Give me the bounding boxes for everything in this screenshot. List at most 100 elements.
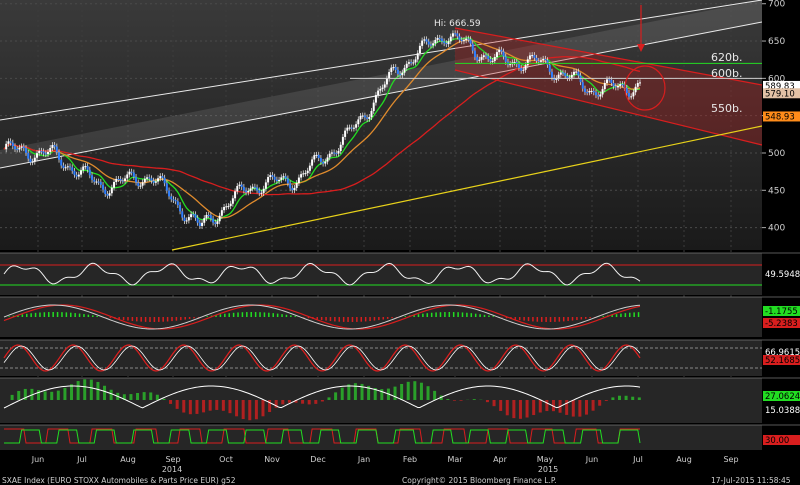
ind-tag-1-0: -1.1755 (765, 307, 798, 317)
dmi-area-153 (340, 387, 344, 400)
macd-bar-124 (276, 313, 279, 317)
candle-body-68 (152, 180, 155, 183)
macd-bar-40 (92, 315, 94, 317)
ind-tag-bg-2-1 (763, 355, 800, 365)
ind-tag-0-0: 49.5948 (765, 270, 800, 280)
dmi-area-282 (624, 395, 628, 400)
macd-bar-200 (444, 312, 446, 317)
candle-body-84 (187, 217, 190, 221)
candle-body-217 (480, 57, 483, 60)
candle-body-191 (423, 39, 426, 41)
dmi-area-162 (360, 383, 364, 400)
macd-bar-266 (589, 317, 591, 319)
candle-body-69 (154, 181, 157, 183)
macd-bar-132 (294, 316, 296, 317)
macd-bar-32 (74, 313, 76, 317)
candle-body-224 (495, 52, 498, 58)
dmi-area-168 (373, 387, 377, 400)
macd-bar-34 (78, 313, 81, 317)
candle-body-166 (368, 116, 371, 119)
macd-bar-130 (290, 315, 292, 317)
x-axis-bg (0, 450, 762, 474)
dmi-area-150 (334, 392, 338, 400)
macd-bar-38 (87, 314, 90, 317)
candle-body-238 (526, 59, 529, 66)
candle-body-134 (297, 177, 300, 184)
candle-body-156 (346, 127, 349, 131)
macd-bar-26 (61, 312, 63, 317)
x-label-5: Nov (264, 455, 280, 464)
dmi-area-255 (565, 400, 569, 415)
macd-bar-22 (52, 312, 54, 317)
dmi-area-225 (499, 400, 503, 411)
macd-bar-244 (540, 317, 543, 322)
macd-bar-174 (386, 317, 389, 319)
candle-body-209 (462, 40, 465, 42)
candle-body-74 (165, 183, 168, 191)
dmi-area-234 (518, 400, 522, 419)
dmi-area-192 (426, 386, 430, 400)
ind-tag-bg-4-0 (763, 435, 800, 445)
candle-body-172 (381, 87, 384, 89)
macd-bar-210 (466, 312, 468, 317)
macd-bar-82 (184, 317, 186, 320)
macd-bar-116 (259, 312, 261, 317)
candle-body-16 (38, 150, 41, 154)
macd-bar-192 (426, 313, 429, 317)
dmi-area-249 (551, 400, 555, 412)
candle-body-171 (379, 88, 382, 91)
macd-bar-212 (470, 313, 473, 317)
macd-bar-88 (197, 317, 200, 318)
candle-body-162 (359, 115, 362, 120)
macd-bar-30 (70, 312, 72, 317)
macd-bar-42 (96, 315, 98, 317)
x-label-0: Jun (31, 455, 45, 464)
macd-bar-98 (219, 314, 222, 317)
dmi-area-129 (287, 400, 291, 403)
dmi-area-36 (83, 379, 87, 400)
macd-bar-158 (351, 317, 354, 322)
macd-bar-162 (360, 317, 363, 322)
candle-body-152 (337, 150, 340, 154)
macd-bar-260 (576, 317, 578, 321)
candle-body-136 (302, 173, 305, 175)
candle-body-108 (240, 184, 243, 187)
candle-body-235 (520, 68, 523, 71)
dmi-area-21 (50, 391, 54, 400)
candle-body-284 (627, 92, 630, 97)
candle-body-128 (284, 176, 287, 179)
candle-body-52 (117, 178, 120, 180)
candle-body-164 (363, 115, 366, 118)
candle-body-227 (502, 51, 505, 57)
dmi-area-3 (10, 394, 14, 400)
candle-body-216 (478, 59, 481, 61)
macd-bar-106 (237, 312, 239, 317)
down-channel-bottom (454, 69, 763, 146)
x-label-2: Aug (120, 455, 136, 464)
candle-body-176 (390, 67, 393, 73)
candle-body-196 (434, 39, 437, 44)
candle-body-178 (394, 67, 397, 70)
macd-bar-100 (224, 313, 226, 317)
x-label-10: Apr (493, 455, 508, 464)
price-tag-bg-1 (763, 88, 800, 99)
dmi-area-108 (241, 400, 245, 420)
y-tick-label-4: 600 (768, 74, 785, 84)
candle-body-131 (291, 188, 294, 191)
candle-body-283 (625, 87, 628, 93)
dmi-area-279 (617, 395, 621, 400)
candle-body-36 (82, 166, 85, 171)
channel-line-bottom (0, 21, 763, 169)
candle-body-274 (605, 79, 608, 84)
macd-bar-96 (215, 314, 217, 317)
levels (350, 5, 762, 111)
footer-timestamp: 17-Jul-2015 11:58:45 (711, 476, 791, 485)
dmi-area-213 (472, 399, 476, 400)
macd-bar-20 (48, 312, 50, 317)
dmi-area-84 (188, 400, 192, 415)
macd-bar-202 (448, 312, 451, 317)
candle-body-239 (528, 55, 531, 60)
dmi-area-231 (512, 400, 516, 419)
dmi-area-228 (505, 400, 509, 416)
